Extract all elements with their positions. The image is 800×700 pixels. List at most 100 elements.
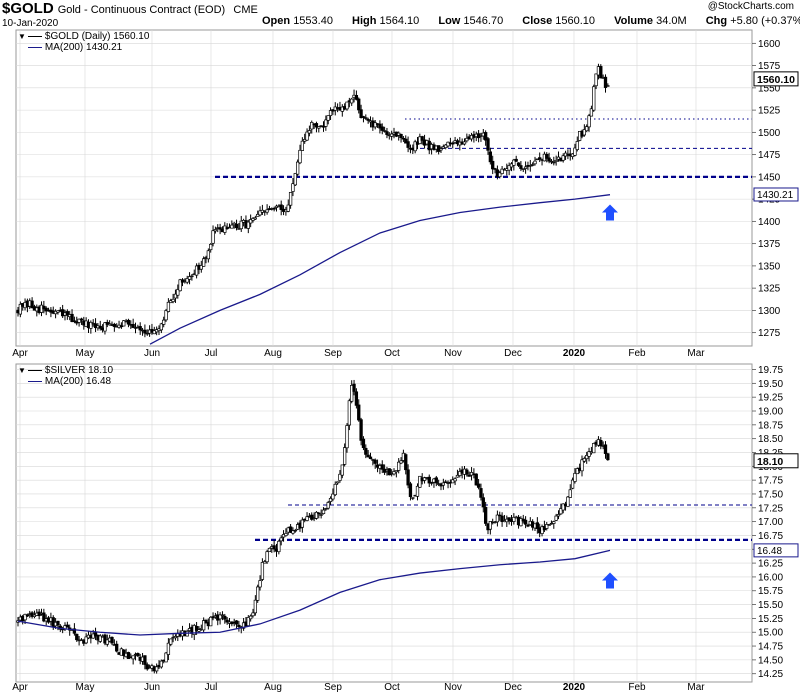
silver-candle-body <box>500 515 504 523</box>
gold-candle-body <box>533 160 537 165</box>
silver-y-tick-label: 15.75 <box>758 586 783 597</box>
silver-candle-body <box>209 616 213 627</box>
silver-candle-body <box>359 419 363 441</box>
silver-candle-body <box>105 639 109 645</box>
gold-candle-body <box>514 158 518 162</box>
silver-candle-body <box>582 458 586 462</box>
silver-candle-body <box>253 599 258 614</box>
silver-candle-body <box>143 655 147 665</box>
silver-candle-body <box>272 545 276 550</box>
quote-summary: Open 1553.40 High 1564.10 Low 1546.70 Cl… <box>262 15 800 27</box>
silver-candle-body <box>93 632 98 637</box>
gold-candle-body <box>138 326 142 331</box>
silver-candle-body <box>246 617 250 626</box>
gold-candle-body <box>420 136 424 141</box>
gold-candle-body <box>439 148 443 151</box>
silver-candle-body <box>585 455 589 460</box>
gold-candle-body <box>399 133 403 139</box>
gold-y-tick-label: 1275 <box>758 328 781 339</box>
silver-candle-body <box>249 615 253 620</box>
silver-candle-body <box>159 660 164 668</box>
silver-candle-body <box>523 519 528 525</box>
silver-candle-body <box>65 624 70 628</box>
silver-candle-body <box>338 473 342 481</box>
silver-candle-body <box>122 649 126 656</box>
gold-candle-body <box>307 130 312 134</box>
gold-candle-body <box>413 141 417 152</box>
gold-y-tick-label: 1400 <box>758 217 781 228</box>
gold-candle-body <box>451 142 455 145</box>
silver-y-tick-label: 19.75 <box>758 365 783 376</box>
silver-candle-body <box>441 482 445 486</box>
silver-x-tick-label: Sep <box>324 682 342 693</box>
silver-candle-body <box>319 514 323 516</box>
gold-candle-body <box>162 319 166 325</box>
gold-candle-body <box>234 223 239 229</box>
gold-candle-body <box>552 161 556 164</box>
silver-candle-body <box>25 614 30 617</box>
gold-candle-body <box>361 116 366 118</box>
gold-candle-body <box>519 165 523 169</box>
silver-candle-body <box>394 470 398 473</box>
ma-swatch <box>27 46 42 48</box>
silver-candle-body <box>328 497 333 502</box>
silver-candle-body <box>575 468 579 475</box>
legend-toggle-icon[interactable]: ▼ <box>18 366 26 375</box>
legend-toggle-icon[interactable]: ▼ <box>18 32 26 41</box>
silver-candle-body <box>573 472 577 482</box>
silver-candle-body <box>507 517 511 521</box>
silver-y-tick-label: 14.25 <box>758 669 783 680</box>
gold-candle-body <box>582 129 586 136</box>
symbol-description: Gold - Continuous Contract (EOD) <box>57 4 226 16</box>
silver-y-tick-label: 17.00 <box>758 517 783 528</box>
silver-candle-body <box>444 481 448 483</box>
gold-candle-body <box>491 160 495 170</box>
silver-candle-body <box>479 488 483 498</box>
silver-candle-body <box>519 518 523 527</box>
silver-candle-body <box>552 521 556 524</box>
chg-value: +5.80 (+0.37%) <box>730 15 800 27</box>
silver-candle-body <box>554 515 558 521</box>
silver-last-price-label: 18.10 <box>757 456 783 468</box>
silver-x-tick-label: Aug <box>264 682 282 693</box>
silver-candle-body <box>98 635 102 642</box>
gold-candle-body <box>500 168 504 174</box>
gold-candle-body <box>561 155 565 161</box>
silver-candle-body <box>234 620 239 625</box>
gold-candle-body <box>199 265 203 270</box>
gold-candle-body <box>314 123 319 128</box>
gold-candle-body <box>107 323 112 326</box>
gold-candle-body <box>122 320 126 327</box>
gold-y-tick-label: 1450 <box>758 172 781 183</box>
gold-candle-body <box>390 133 394 137</box>
gold-candle-body <box>603 76 608 88</box>
silver-candle-body <box>387 468 391 476</box>
silver-y-tick-label: 15.50 <box>758 600 783 611</box>
silver-x-tick-label: 2020 <box>563 682 586 693</box>
gold-candle-body <box>326 115 330 121</box>
gold-candle-body <box>166 301 171 312</box>
gold-candle-body <box>239 220 243 230</box>
silver-candle-body <box>75 633 79 641</box>
silver-candle-body <box>476 483 481 488</box>
chart-header: $GOLD Gold - Continuous Contract (EOD) CM… <box>0 0 800 32</box>
gold-candle-body <box>272 208 276 210</box>
gold-candle-body <box>185 278 189 283</box>
gold-candle-body <box>202 258 206 267</box>
silver-frame <box>15 363 753 683</box>
gold-candle-body <box>493 168 497 170</box>
silver-candle-body <box>314 511 319 519</box>
gold-y-tick-label: 1350 <box>758 261 781 272</box>
gold-candle-body <box>194 265 199 276</box>
silver-candle-body <box>350 384 354 402</box>
silver-candle-body <box>406 469 410 486</box>
silver-candle-body <box>30 612 34 617</box>
gold-candle-body <box>585 126 589 132</box>
silver-last-price-box <box>753 453 799 469</box>
gold-ma-line <box>149 194 611 345</box>
silver-candle-body <box>103 634 107 644</box>
silver-candle-body <box>357 404 361 421</box>
gold-candle-body <box>462 141 467 145</box>
gold-candle-body <box>70 313 74 323</box>
gold-last-price-label: 1560.10 <box>757 74 795 86</box>
